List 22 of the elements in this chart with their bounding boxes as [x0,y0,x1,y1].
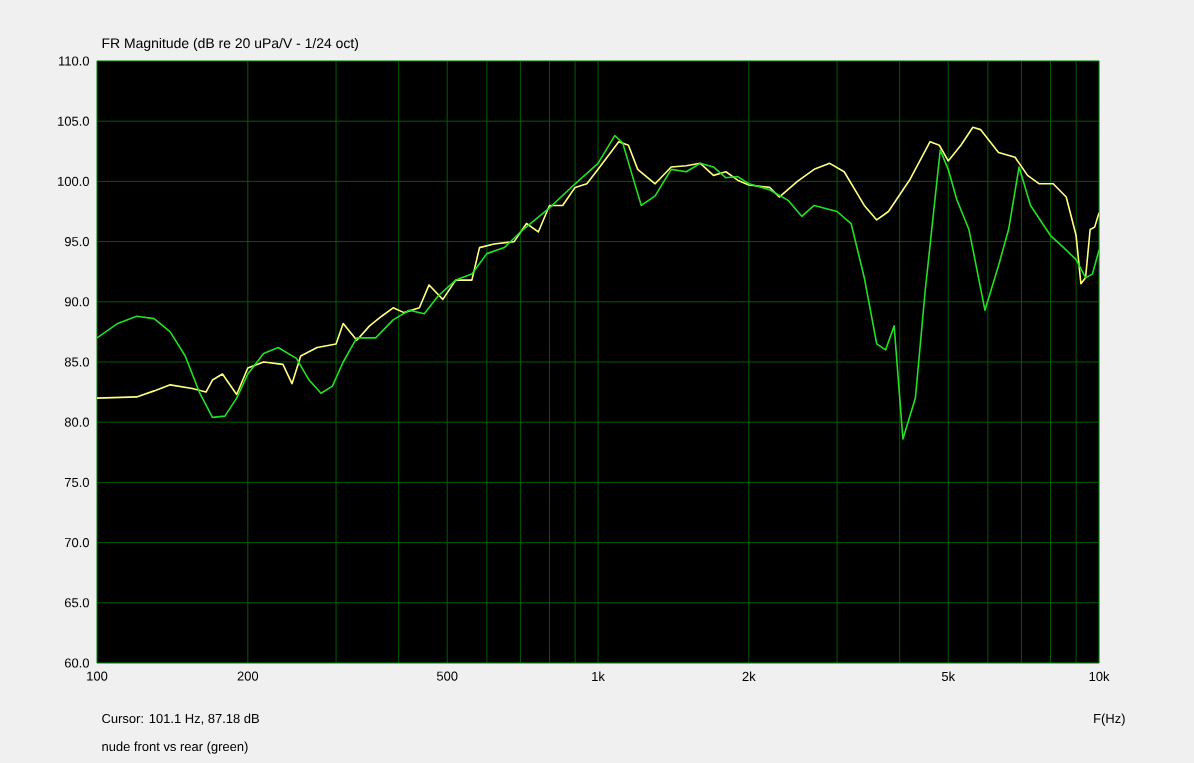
y-tick-label: 95.0 [64,236,89,247]
y-tick-label: 100.0 [58,176,89,186]
y-tick-label: 80.0 [64,417,89,427]
chart-title: FR Magnitude (dB re 20 uPa/V - 1/24 oct) [102,37,359,51]
x-tick-label: 5k [941,671,956,682]
y-tick-label: 110.0 [59,56,90,66]
y-tick-label: 90.0 [64,297,89,307]
x-tick-label: 200 [237,671,259,681]
text: Cursor: 101.1 Hz, 87.18 dB [102,713,259,725]
y-tick-label: 70.0 [64,538,89,548]
x-axis-title: F(Hz) [1094,713,1125,726]
x-tick-label: 2k [742,671,756,681]
y-tick-label: 75.0 [64,477,89,487]
x-tick-label: 1k [592,671,605,681]
y-tick-label: 105.0 [58,116,89,126]
x-tick-label: 10k [1089,671,1110,682]
y-tick-label: 65.0 [64,598,89,608]
x-tick-label: 100 [87,671,108,681]
y-tick-label: 85.0 [64,357,89,367]
x-tick-label: 500 [436,671,458,681]
y-tick-label: 60.0 [64,658,89,668]
text: nude front vs rear (green) [102,741,248,754]
